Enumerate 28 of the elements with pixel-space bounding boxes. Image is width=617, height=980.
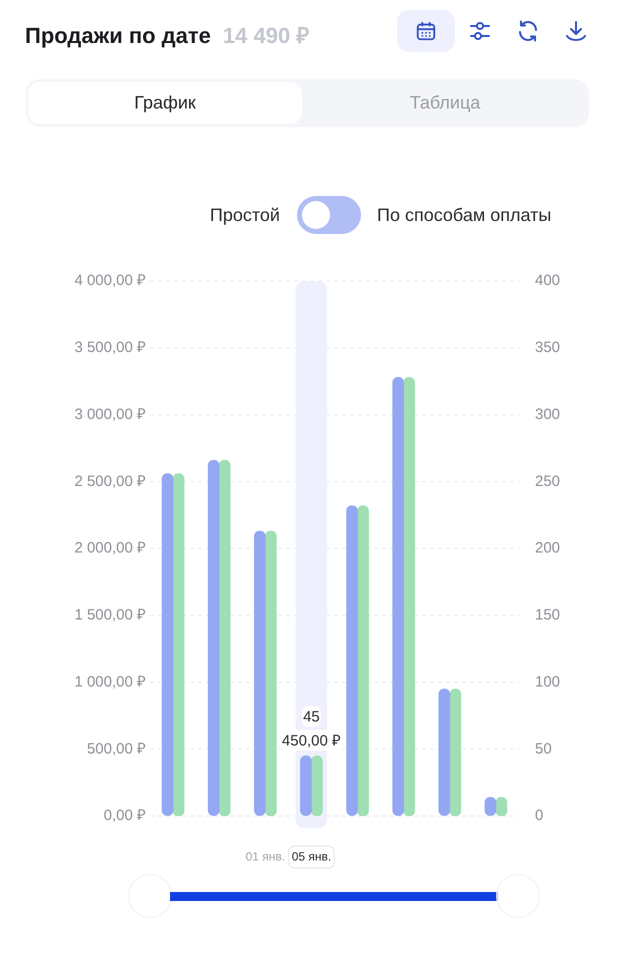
y2-tick-label: 100 (535, 673, 560, 690)
text: По способам оплаты (377, 205, 552, 226)
x-tick-label: 01 янв. (246, 850, 286, 864)
y-tick-label: 3 000,00 ₽ (74, 406, 146, 423)
y-tick-label: 1 500,00 ₽ (74, 606, 146, 624)
y-tick-label: 2 500,00 ₽ (74, 472, 146, 490)
y-tick-label: 1 000,00 ₽ (74, 673, 146, 690)
data-label: 450,00 ₽ (282, 732, 341, 750)
y-tick-label: 2 000,00 ₽ (74, 540, 146, 557)
x-tick-label: 05 янв. (292, 850, 332, 864)
y2-tick-label: 0 (535, 807, 544, 824)
y2-tick-label: 350 (535, 339, 560, 356)
y-tick-label: 4 000,00 ₽ (74, 272, 146, 290)
y2-tick-label: 150 (535, 606, 560, 624)
y-tick-label: 0,00 ₽ (104, 807, 146, 824)
selected-tab: График (28, 82, 302, 124)
chart-title: Продажи по дате (25, 23, 211, 49)
y-tick-label: 3 500,00 ₽ (74, 339, 146, 356)
y2-tick-label: 250 (535, 472, 560, 490)
y2-tick-label: 300 (535, 406, 560, 423)
data-label: 45 (303, 708, 320, 726)
y2-tick-label: 200 (535, 540, 560, 557)
y2-tick-label: 50 (535, 740, 552, 758)
tab-switch: График Таблица (26, 79, 589, 127)
y2-tick-label: 400 (535, 272, 560, 290)
y-tick-label: 500,00 ₽ (86, 740, 146, 758)
chart-subtitle: 14 490 ₽ (222, 22, 310, 49)
text: Простой (210, 205, 280, 226)
